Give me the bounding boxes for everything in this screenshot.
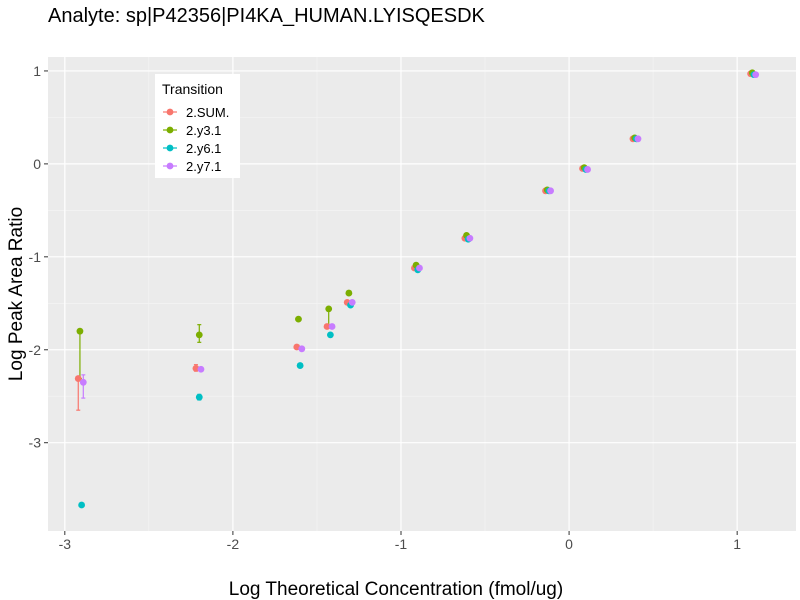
legend: Transition 2.SUM. 2.y3.1 2.y6.1 2.y7.1 <box>155 74 240 178</box>
legend-key-point <box>166 108 174 116</box>
data-point <box>326 331 334 339</box>
legend-key <box>163 144 177 152</box>
y-tick-label: -1 <box>29 249 42 265</box>
y-tick-label: 0 <box>33 156 41 172</box>
y-tick-label: -3 <box>29 435 42 451</box>
legend-key <box>163 162 177 170</box>
legend-label: 2.y6.1 <box>186 141 221 156</box>
data-point <box>634 135 642 143</box>
data-point <box>584 166 591 173</box>
data-point <box>325 305 333 313</box>
legend-key <box>163 108 177 116</box>
y-tick-label: -2 <box>29 342 42 358</box>
data-points <box>74 69 760 509</box>
data-point <box>416 264 423 272</box>
data-point <box>328 323 336 330</box>
y-tick-label: 1 <box>33 63 41 79</box>
y-axis-title: Log Peak Area Ratio <box>6 207 27 381</box>
legend-key-point <box>166 126 174 134</box>
x-axis: -3 -2 -1 0 1 <box>59 531 741 552</box>
legend-label: 2.y3.1 <box>186 123 221 138</box>
data-point <box>296 362 304 369</box>
data-point <box>76 327 84 335</box>
legend-key-point <box>166 162 174 170</box>
data-point <box>74 375 82 382</box>
legend-key-point <box>166 144 174 152</box>
x-tick-label: -2 <box>227 536 240 552</box>
data-point <box>348 298 356 306</box>
data-point <box>298 345 306 353</box>
x-tick-label: 0 <box>565 536 573 552</box>
legend-key <box>163 126 177 134</box>
data-point <box>195 331 203 339</box>
x-tick-label: -3 <box>59 536 72 552</box>
data-point <box>345 289 353 297</box>
legend-title: Transition <box>162 81 223 97</box>
data-point <box>197 365 205 373</box>
major-grid <box>48 57 796 531</box>
chart-title: Analyte: sp|P42356|PI4KA_HUMAN.LYISQESDK <box>48 5 486 27</box>
data-point <box>323 323 331 330</box>
legend-label: 2.SUM. <box>186 105 229 120</box>
legend-items: 2.SUM. 2.y3.1 2.y6.1 2.y7.1 <box>163 105 229 174</box>
data-point <box>547 187 554 195</box>
data-point <box>752 71 760 79</box>
data-point <box>295 315 302 323</box>
legend-background <box>155 74 240 178</box>
y-axis: -3 -2 -1 0 1 <box>29 63 48 451</box>
x-tick-label: -1 <box>395 536 408 552</box>
data-point <box>79 378 87 386</box>
legend-label: 2.y7.1 <box>186 159 221 174</box>
x-axis-title: Log Theoretical Concentration (fmol/ug) <box>229 579 563 600</box>
data-point <box>192 364 200 372</box>
x-tick-label: 1 <box>733 536 741 552</box>
data-point <box>466 234 474 242</box>
data-point <box>78 501 86 509</box>
data-point <box>195 393 203 401</box>
